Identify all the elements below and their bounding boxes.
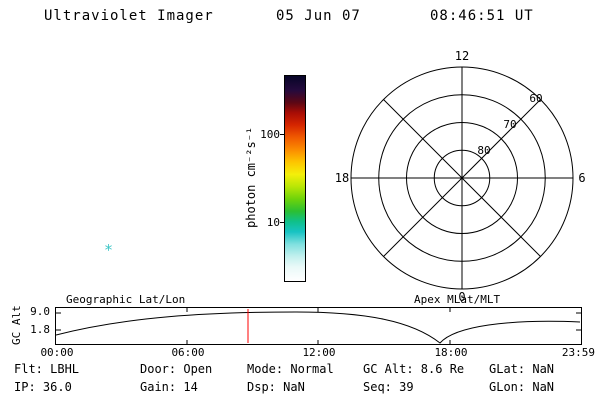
timeline-title-apex: Apex MLat/MLT	[414, 293, 501, 306]
status-door: Door: Open	[140, 362, 213, 376]
date-readout: 05 Jun 07	[276, 8, 361, 24]
status-filter: Flt: LBHL	[14, 362, 80, 376]
app-title: Ultraviolet Imager	[44, 8, 214, 24]
timeline-ytick-1-8: 1.8	[30, 323, 50, 336]
status-glon: GLon: NaN	[489, 380, 555, 394]
status-ip: IP: 36.0	[14, 380, 72, 394]
colorbar-tickmark	[280, 134, 284, 135]
colorbar-units-label: photon cm⁻²s⁻¹	[244, 126, 258, 229]
colorbar-tick-100: 100	[260, 128, 280, 141]
mlat-label-60: 60	[529, 92, 542, 105]
colorbar-gradient	[284, 75, 306, 282]
timeline-ytick-9: 9.0	[30, 305, 50, 318]
mlat-label-70: 70	[503, 118, 516, 131]
status-mode: Mode: Normal	[247, 362, 334, 376]
mlt-label-12: 12	[455, 49, 469, 63]
xtick-0000: 00:00	[40, 346, 74, 359]
status-seq: Seq: 39	[363, 380, 414, 394]
status-glat: GLat: NaN	[489, 362, 555, 376]
time-readout: 08:46:51 UT	[430, 8, 534, 24]
xtick-2359: 23:59	[561, 346, 595, 359]
polar-dial-plot: 12 6 0 18 60 70 80	[335, 49, 586, 304]
timeline-title-geographic: Geographic Lat/Lon	[66, 293, 186, 306]
altitude-timeline-panel	[55, 307, 582, 345]
colorbar-tick-10: 10	[266, 216, 280, 229]
xtick-1200: 12:00	[302, 346, 336, 359]
polar-spoke-diag-nw-se	[383, 99, 541, 257]
mlt-label-18: 18	[335, 171, 349, 185]
satellite-track-marker: *	[104, 241, 114, 259]
mlt-label-6: 6	[578, 171, 585, 185]
mlt-label-0: 0	[458, 290, 465, 304]
xtick-0600: 06:00	[171, 346, 205, 359]
colorbar-tickmark	[280, 222, 284, 223]
xtick-1800: 18:00	[434, 346, 468, 359]
timeline-y-axis-label: GC Alt	[10, 305, 23, 345]
altitude-curve-plot	[56, 308, 581, 344]
status-gc-alt: GC Alt: 8.6 Re	[363, 362, 465, 376]
status-dsp: Dsp: NaN	[247, 380, 305, 394]
status-gain: Gain: 14	[140, 380, 198, 394]
orbit-altitude-curve	[56, 311, 581, 344]
mlat-label-80: 80	[477, 144, 490, 157]
